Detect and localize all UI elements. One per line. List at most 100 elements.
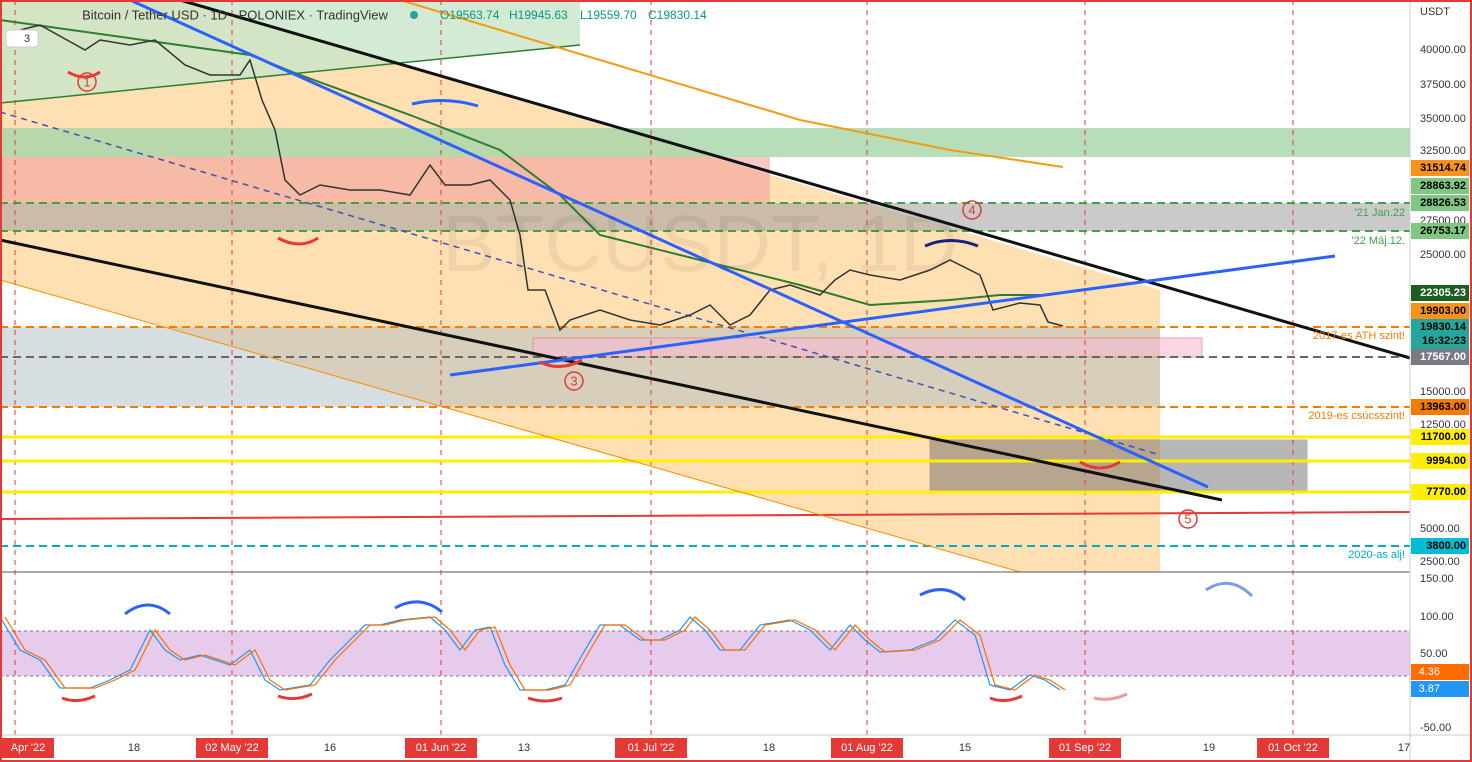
marker-circle bbox=[1178, 509, 1198, 529]
oscillator-tick-label: 100.00 bbox=[1420, 611, 1454, 623]
price-tag: 19903.00 bbox=[1420, 305, 1466, 317]
trend-line bbox=[179, 0, 1411, 360]
symbol: Bitcoin / Tether USD · 1D · POLONIEX · T… bbox=[82, 7, 388, 22]
oscillator-band bbox=[0, 631, 1410, 676]
price-tag: 7770.00 bbox=[1426, 486, 1466, 498]
trend-line bbox=[0, 111, 1161, 456]
oscillator-tick-label: -50.00 bbox=[1420, 722, 1451, 734]
target-box bbox=[929, 439, 1308, 491]
trend-line bbox=[129, 0, 1209, 489]
marker-label: 4 bbox=[968, 202, 975, 217]
price-tag-bg bbox=[1411, 303, 1469, 319]
trend-line bbox=[0, 238, 1223, 502]
time-tag-bg bbox=[2, 738, 54, 758]
price-axis-bg bbox=[1410, 0, 1472, 762]
trend-line bbox=[449, 254, 1336, 377]
green-zone bbox=[0, 0, 580, 103]
time-tick-label: Apr '22 bbox=[11, 742, 46, 754]
ohlc-open: O19563.74 bbox=[440, 8, 500, 22]
price-tag: 16:32:23 bbox=[1422, 335, 1466, 347]
price-tag-bg bbox=[1411, 399, 1469, 415]
price-tag: 13963.00 bbox=[1420, 401, 1466, 413]
price-tag: 9994.00 bbox=[1426, 455, 1466, 467]
oscillator-tick-label: 150.00 bbox=[1420, 573, 1454, 585]
price-tag-bg bbox=[1411, 178, 1469, 194]
indicator-count[interactable]: 3 bbox=[24, 33, 30, 45]
time-tick-label: 01 Jun '22 bbox=[416, 742, 466, 754]
level-note: 2017-es ATH szint! bbox=[1313, 330, 1405, 342]
ohlc-high: H19945.63 bbox=[509, 8, 568, 22]
price-tick-label: 15000.00 bbox=[1420, 386, 1466, 398]
price-tick-label: 12500.00 bbox=[1420, 419, 1466, 431]
marker-label: 3 bbox=[570, 373, 577, 388]
time-tick-label: 18 bbox=[128, 742, 140, 754]
price-tag: 11700.00 bbox=[1421, 431, 1466, 443]
price-tag-bg bbox=[1411, 429, 1469, 445]
trend-line bbox=[0, 44, 581, 104]
price-tick-label: 2500.00 bbox=[1420, 556, 1460, 568]
time-tick-label: 19 bbox=[1203, 742, 1215, 754]
price-tag: 31514.74 bbox=[1420, 162, 1467, 174]
ohlc-low: L19559.70 bbox=[580, 8, 637, 22]
oscillator-d: 3.87 bbox=[1419, 683, 1440, 695]
oscillator-tag-bg bbox=[1411, 681, 1469, 697]
time-tag-bg bbox=[1257, 738, 1329, 758]
time-tick-label: 15 bbox=[959, 742, 971, 754]
ohlc-close: C19830.14 bbox=[648, 8, 707, 22]
price-tag-bg bbox=[1411, 160, 1469, 176]
price-tag-bg bbox=[1411, 319, 1469, 335]
price-tag: 3800.00 bbox=[1426, 540, 1466, 552]
watermark: BTCUSDT, 1D bbox=[442, 199, 958, 288]
marker-circle bbox=[77, 72, 97, 92]
price-tag: 26753.17 bbox=[1420, 225, 1466, 237]
status-dot bbox=[410, 11, 418, 19]
time-tick-label: 18 bbox=[763, 742, 775, 754]
price-tag-bg bbox=[1411, 195, 1469, 211]
oscillator-k: 4.36 bbox=[1419, 666, 1440, 678]
stoch-d bbox=[4, 616, 1066, 691]
price-tick-label: 35000.00 bbox=[1420, 113, 1466, 125]
price-tag-bg bbox=[1411, 484, 1469, 500]
time-tick-label: 02 May '22 bbox=[205, 742, 258, 754]
indicator-toggle[interactable] bbox=[5, 29, 39, 48]
level-note: '22 Máj.12. bbox=[1352, 235, 1405, 247]
time-tag-bg bbox=[831, 738, 903, 758]
time-tag-bg bbox=[196, 738, 268, 758]
moving-average-200 bbox=[399, 0, 1064, 168]
marker-circle bbox=[564, 371, 584, 391]
arcs bbox=[61, 70, 1254, 703]
price-tag-bg bbox=[1411, 223, 1469, 239]
level-note: '21 Jan.22 bbox=[1355, 207, 1405, 219]
time-tag-bg bbox=[1049, 738, 1121, 758]
time-tick-label: 16 bbox=[324, 742, 336, 754]
time-tick-label: 01 Aug '22 bbox=[841, 742, 893, 754]
price-tag-bg bbox=[1411, 538, 1469, 554]
time-tag-bg bbox=[405, 738, 477, 758]
marker-circle bbox=[962, 200, 982, 220]
currency: USDT bbox=[1420, 6, 1450, 18]
time-tick-label: 01 Sep '22 bbox=[1059, 742, 1111, 754]
time-tick-label: 01 Oct '22 bbox=[1268, 742, 1318, 754]
price-tag-bg bbox=[1411, 333, 1469, 349]
price-tag: 28863.92 bbox=[1420, 180, 1466, 192]
price-tick-label: 5000.00 bbox=[1420, 523, 1460, 535]
price-path bbox=[19, 24, 1064, 332]
price-tag: 28826.53 bbox=[1420, 197, 1466, 209]
price-tag-bg bbox=[1411, 285, 1469, 301]
oscillator-tag-bg bbox=[1411, 664, 1469, 680]
level bbox=[0, 511, 1411, 520]
gray-band bbox=[0, 203, 1410, 231]
level-note: 2020-as alj! bbox=[1348, 549, 1405, 561]
price-tag: 22305.23 bbox=[1420, 287, 1466, 299]
red-band bbox=[0, 157, 770, 203]
price-tick-label: 37500.00 bbox=[1420, 79, 1466, 91]
price-tag: 19830.14 bbox=[1420, 321, 1467, 333]
price-tag: 17567.00 bbox=[1420, 351, 1466, 363]
price-tick-label: 32500.00 bbox=[1420, 145, 1466, 157]
price-tick-label: 25000.00 bbox=[1420, 249, 1466, 261]
marker-label: 5 bbox=[1184, 511, 1191, 526]
time-tick-label: 01 Jul '22 bbox=[628, 742, 675, 754]
price-tag-bg bbox=[1411, 349, 1469, 365]
oscillator-tick-label: 50.00 bbox=[1420, 648, 1448, 660]
